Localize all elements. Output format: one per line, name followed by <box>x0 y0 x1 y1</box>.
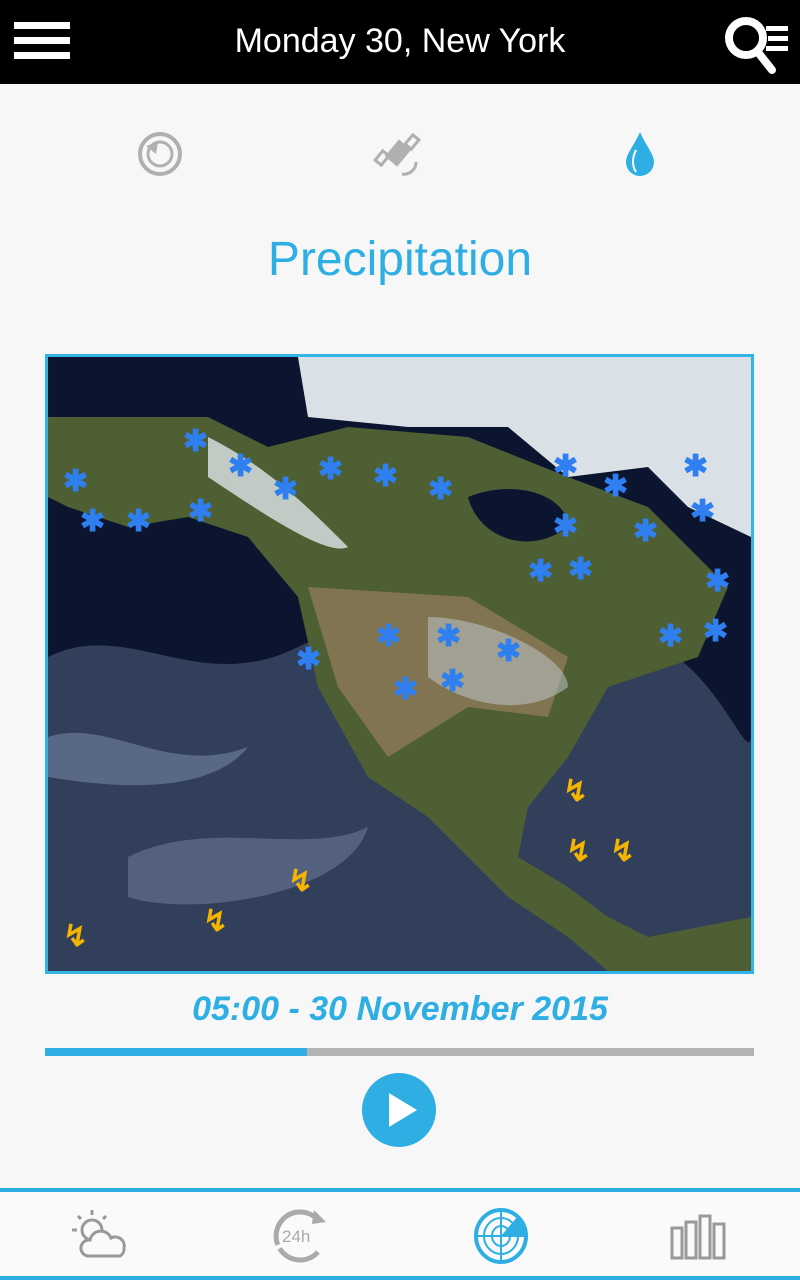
tab-precipitation[interactable] <box>612 126 668 182</box>
page-title: Monday 30, New York <box>234 22 566 60</box>
partly-cloudy-icon <box>72 1210 126 1258</box>
thunderstorm-marker-icon: ↯ <box>610 835 636 868</box>
snow-marker-icon: ✱ <box>273 473 299 506</box>
map-title: Precipitation <box>267 233 533 286</box>
thunderstorm-marker-icon: ↯ <box>288 865 314 898</box>
thunderstorm-marker-icon: ↯ <box>63 920 89 953</box>
nav-24h[interactable]: 24h <box>268 1206 338 1266</box>
history-icon <box>138 132 182 176</box>
play-button[interactable] <box>362 1073 436 1147</box>
snow-marker-icon: ✱ <box>63 465 89 498</box>
bottom-nav: 24h <box>0 1188 800 1280</box>
snow-marker-icon: ✱ <box>683 450 709 483</box>
nav-charts[interactable] <box>666 1206 736 1266</box>
snow-marker-icon: ✱ <box>373 460 399 493</box>
snow-marker-icon: ✱ <box>436 620 462 653</box>
nav-radar[interactable] <box>466 1206 536 1266</box>
map-image <box>48 357 751 971</box>
snow-marker-icon: ✱ <box>703 615 729 648</box>
snow-marker-icon: ✱ <box>126 505 152 538</box>
map-type-tabs <box>0 126 800 182</box>
bar-chart-icon <box>670 1214 726 1260</box>
thunderstorm-marker-icon: ↯ <box>566 835 592 868</box>
snow-marker-icon: ✱ <box>376 620 402 653</box>
precipitation-map[interactable]: ✱ ✱ ✱ ✱ ✱ ✱ ✱ ✱ ✱ ✱ ✱ ✱ ✱ ✱ ✱ ✱ ✱ ✱ ✱ ✱ ✱ ✱ ✱ ✱ ✱ ✱ ✱ ↯ ↯ ↯ ↯ ↯ ↯ <box>45 354 754 974</box>
snow-marker-icon: ✱ <box>553 510 579 543</box>
tab-satellite[interactable] <box>372 126 428 182</box>
snow-marker-icon: ✱ <box>183 425 209 458</box>
snow-marker-icon: ✱ <box>658 620 684 653</box>
snow-marker-icon: ✱ <box>440 665 466 698</box>
thunderstorm-marker-icon: ↯ <box>563 775 589 808</box>
snow-marker-icon: ✱ <box>318 453 344 486</box>
snow-marker-icon: ✱ <box>553 450 579 483</box>
water-drop-icon <box>626 132 654 176</box>
24h-icon: 24h <box>273 1209 326 1263</box>
map-timestamp: 05:00 - 30 November 2015 <box>192 990 608 1028</box>
timeline-progress-bar[interactable] <box>45 1048 754 1056</box>
snow-marker-icon: ✱ <box>705 565 731 598</box>
thunderstorm-marker-icon: ↯ <box>203 905 229 938</box>
top-bar: Monday 30, New York <box>0 0 800 84</box>
satellite-icon <box>372 132 422 176</box>
radar-icon <box>474 1208 528 1264</box>
snow-marker-icon: ✱ <box>188 495 214 528</box>
tab-history[interactable] <box>132 126 188 182</box>
24h-label: 24h <box>282 1227 310 1246</box>
snow-marker-icon: ✱ <box>296 643 322 676</box>
snow-marker-icon: ✱ <box>690 495 716 528</box>
snow-marker-icon: ✱ <box>496 635 522 668</box>
snow-marker-icon: ✱ <box>80 505 106 538</box>
timeline-progress-fill <box>45 1048 308 1056</box>
snow-marker-icon: ✱ <box>428 473 454 506</box>
nav-forecast[interactable] <box>66 1206 136 1266</box>
snow-marker-icon: ✱ <box>228 450 254 483</box>
snow-marker-icon: ✱ <box>528 555 554 588</box>
snow-marker-icon: ✱ <box>603 470 629 503</box>
hamburger-menu-icon[interactable] <box>14 22 70 62</box>
snow-marker-icon: ✱ <box>393 673 419 706</box>
snow-marker-icon: ✱ <box>633 515 659 548</box>
search-list-icon[interactable] <box>722 14 792 76</box>
snow-marker-icon: ✱ <box>568 553 594 586</box>
